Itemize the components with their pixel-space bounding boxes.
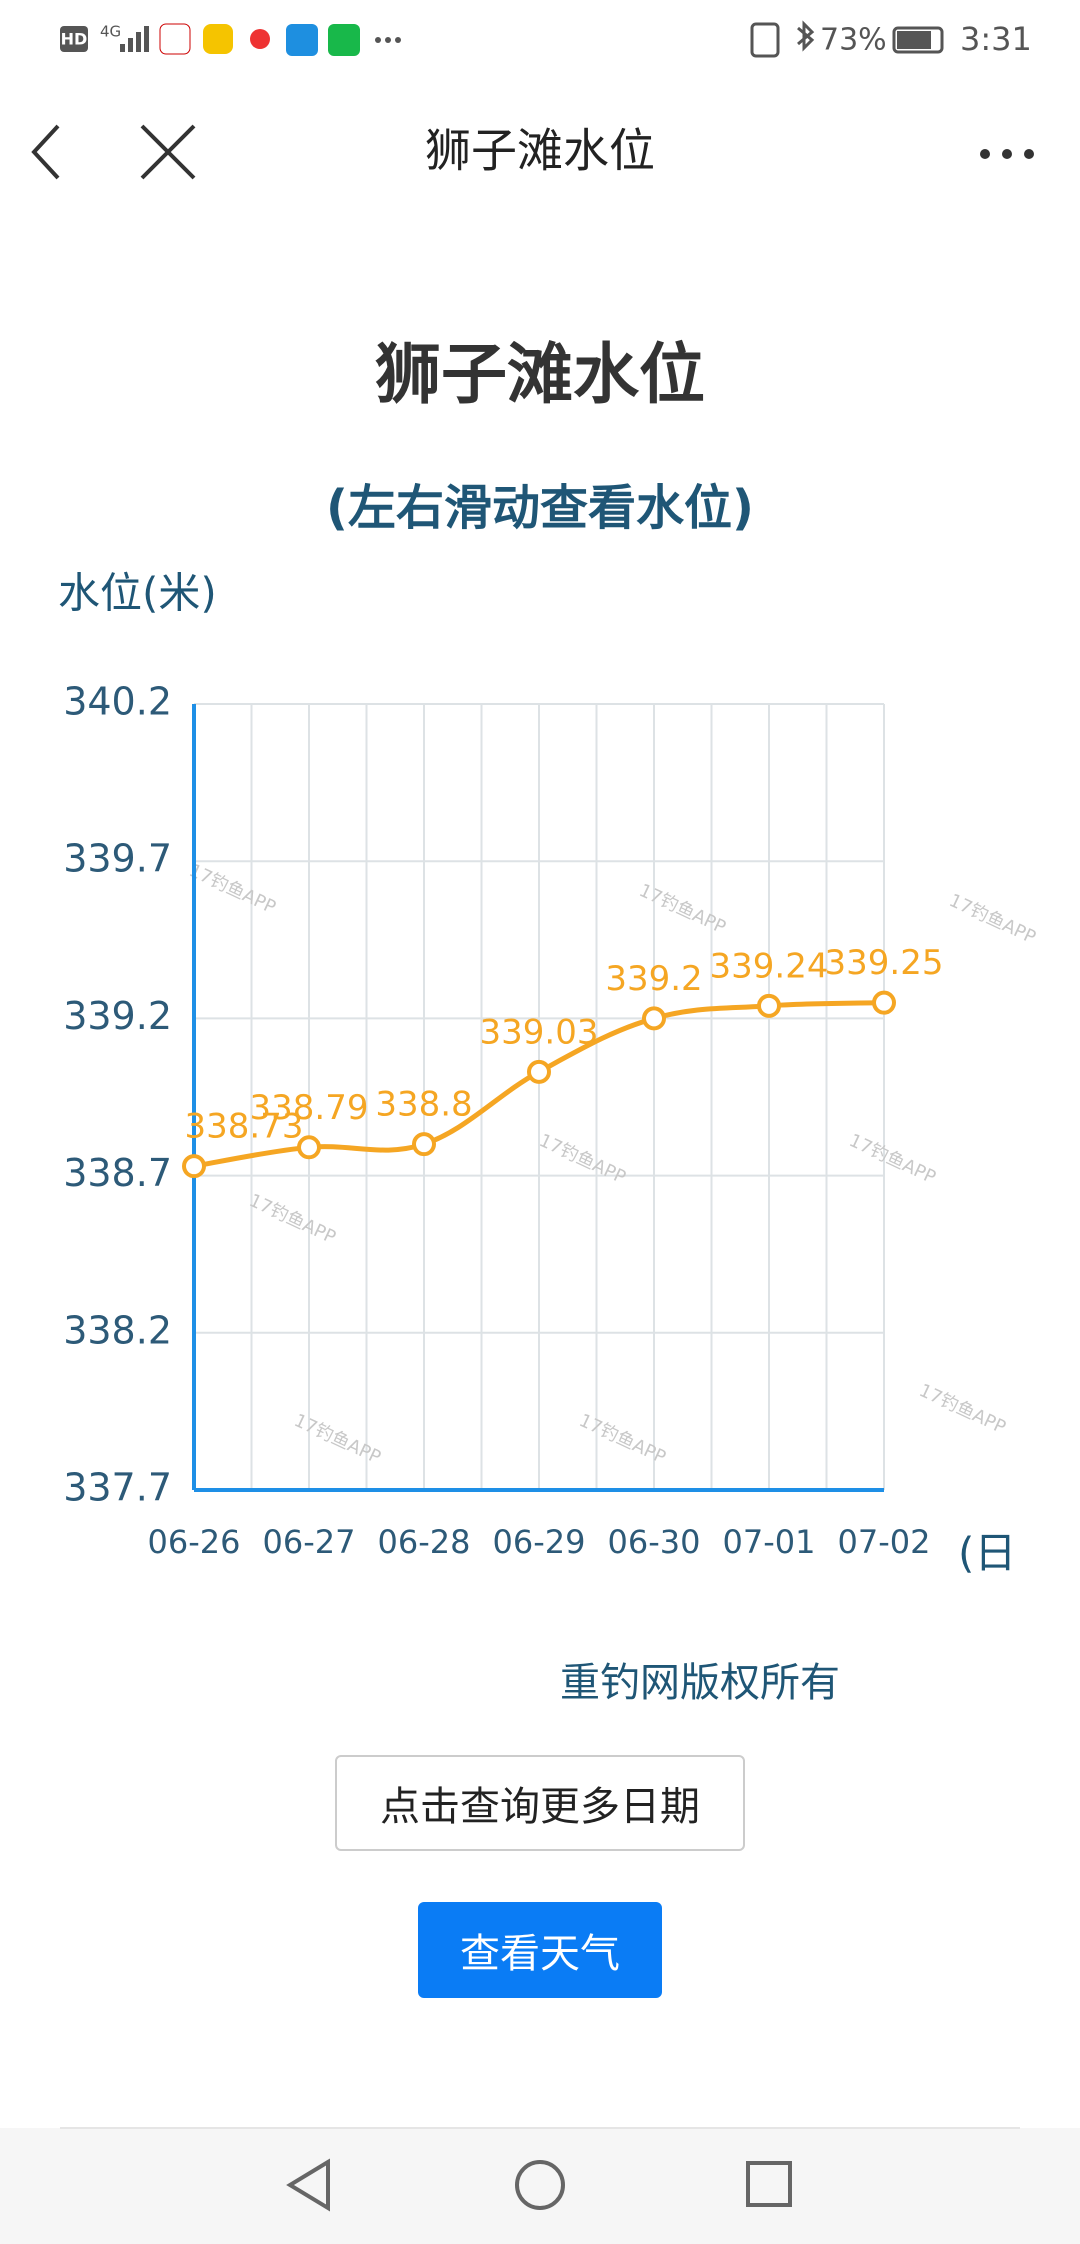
nfc-icon	[750, 22, 780, 58]
watermark: 17钓鱼APP	[576, 1410, 669, 1468]
watermark: 17钓鱼APP	[246, 1190, 339, 1248]
data-label: 339.24	[710, 946, 829, 986]
data-label: 339.25	[825, 943, 944, 983]
x-tick-label: 07-01	[723, 1523, 816, 1561]
watermark: 17钓鱼APP	[846, 1130, 939, 1188]
plot: 337.7 338.2 338.7 339.2 339.7 340.2 17钓鱼APP 17钓…	[63, 680, 1039, 1562]
more-status	[375, 37, 401, 43]
x-tick-label: 06-26	[148, 1523, 241, 1561]
watermark: 17钓鱼APP	[536, 1130, 629, 1188]
nav-recent[interactable]	[746, 2161, 792, 2207]
y-tick-label: 338.2	[63, 1308, 172, 1352]
copyright: 重钓网版权所有	[560, 1660, 840, 1706]
battery-text: 73%	[820, 23, 887, 58]
data-point	[297, 1135, 321, 1160]
app-icon	[203, 24, 233, 54]
nav-title: 狮子滩水位	[425, 124, 655, 178]
watermark: 17钓鱼APP	[291, 1410, 384, 1468]
chart-title: 狮子滩水位	[375, 336, 705, 413]
app-icon	[250, 29, 270, 49]
watermark: 17钓鱼APP	[636, 880, 729, 938]
more-dates-button[interactable]: 点击查询更多日期	[335, 1755, 745, 1851]
close-button[interactable]	[140, 124, 196, 180]
chart-subtitle: (左右滑动查看水位)	[326, 480, 754, 536]
y-tick-label: 339.2	[63, 994, 172, 1038]
x-tick-label: 06-27	[263, 1523, 356, 1561]
battery-level	[897, 31, 931, 49]
data-point	[757, 993, 781, 1018]
network-text: 4G	[100, 23, 121, 41]
weather-button[interactable]: 查看天气	[418, 1902, 662, 1998]
app-icon	[286, 24, 318, 56]
watermark: 17钓鱼APP	[946, 890, 1039, 948]
x-axis-unit: (日	[958, 1529, 1016, 1578]
y-axis-label: 水位(米)	[58, 569, 217, 618]
watermark: 17钓鱼APP	[186, 860, 279, 918]
data-label: 339.03	[480, 1012, 599, 1052]
hd-badge	[60, 26, 88, 52]
y-tick-label: 339.7	[63, 837, 172, 881]
data-point	[182, 1154, 206, 1179]
y-tick-label: 337.7	[63, 1466, 172, 1510]
back-button[interactable]	[31, 124, 60, 180]
data-label: 338.73	[185, 1107, 304, 1147]
y-tick-label: 338.7	[63, 1151, 172, 1195]
data-point	[527, 1059, 551, 1084]
bluetooth-icon	[797, 20, 815, 52]
watermark: 17钓鱼APP	[916, 1380, 1009, 1438]
data-point	[642, 1006, 666, 1031]
time-text: 3:31	[960, 20, 1032, 58]
x-tick-label: 06-30	[608, 1523, 701, 1561]
data-point	[872, 990, 896, 1015]
hd-text: HD	[61, 30, 88, 49]
battery-icon	[892, 26, 944, 54]
data-point	[412, 1132, 436, 1157]
x-tick-label: 06-28	[378, 1523, 471, 1561]
nav-home[interactable]	[515, 2160, 565, 2210]
y-tick-label: 340.2	[63, 680, 172, 724]
app-icon	[328, 24, 360, 56]
more-button[interactable]	[980, 149, 1034, 159]
system-nav	[0, 2128, 1080, 2244]
nav-back[interactable]	[286, 2158, 330, 2212]
x-tick-label: 06-29	[493, 1523, 586, 1561]
data-label: 338.79	[250, 1088, 369, 1128]
app-icon	[159, 23, 191, 55]
data-label: 339.2	[605, 959, 702, 999]
signal-icon	[120, 26, 149, 52]
x-tick-label: 07-02	[838, 1523, 931, 1561]
data-label: 338.8	[375, 1085, 472, 1125]
